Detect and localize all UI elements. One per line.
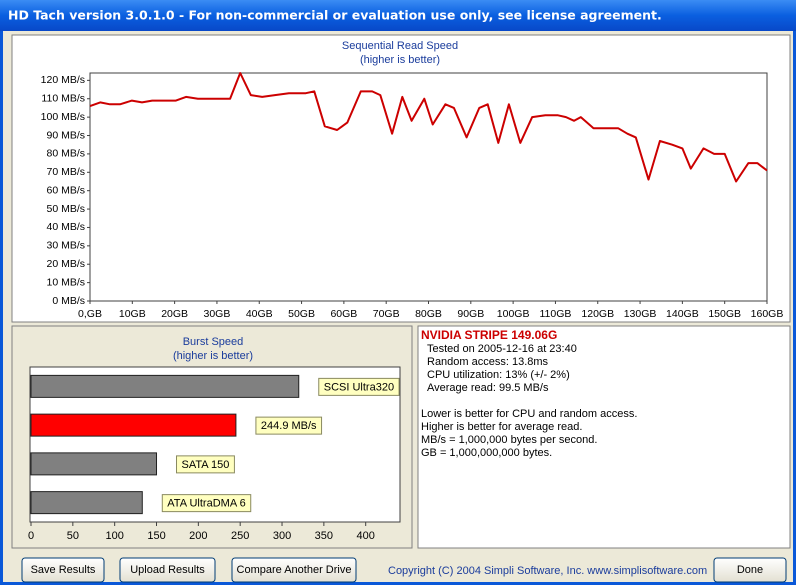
x-tick-label: 120GB: [581, 308, 614, 320]
x-tick-label: 90GB: [457, 308, 484, 320]
x-tick-label: 150GB: [708, 308, 741, 320]
stat-line: CPU utilization: 13% (+/- 2%): [427, 369, 570, 381]
copyright: Copyright (C) 2004 Simpli Software, Inc.…: [388, 565, 707, 577]
chart-title: Sequential Read Speed: [342, 40, 458, 52]
y-tick-label: 100 MB/s: [41, 111, 85, 123]
note-line: MB/s = 1,000,000 bytes per second.: [421, 434, 597, 446]
button-label[interactable]: Save Results: [31, 564, 96, 576]
y-tick-label: 110 MB/s: [41, 93, 85, 105]
y-tick-label: 120 MB/s: [41, 74, 85, 86]
y-tick-label: 20 MB/s: [46, 258, 85, 270]
label-box: [176, 455, 235, 474]
chart-subtitle: (higher is better): [173, 350, 253, 362]
button-face[interactable]: [713, 557, 787, 583]
label-box: [318, 377, 400, 396]
bar: [30, 374, 300, 398]
x-tick-label: 350: [315, 530, 333, 542]
y-tick-label: 40 MB/s: [46, 221, 85, 233]
button-label[interactable]: Compare Another Drive: [237, 564, 352, 576]
drive-name: NVIDIA STRIPE 149.06G: [421, 328, 557, 342]
y-tick-label: 90 MB/s: [46, 129, 85, 141]
bar: [30, 491, 143, 515]
y-tick-label: 50 MB/s: [46, 203, 85, 215]
button[interactable]: Save Results: [21, 557, 105, 583]
plot-area: [89, 72, 768, 302]
title-bar: [0, 0, 796, 31]
read-speed-line: [89, 72, 768, 183]
chart-subtitle: (higher is better): [360, 54, 440, 66]
y-tick-label: 30 MB/s: [46, 240, 85, 252]
button-face[interactable]: [119, 557, 216, 583]
y-tick-label: 60 MB/s: [46, 184, 85, 196]
x-tick-label: 250: [231, 530, 249, 542]
bar-label-text: 244.9 MB/s: [261, 420, 317, 432]
x-tick-label: 0: [28, 530, 34, 542]
y-tick-label: 0 MB/s: [52, 295, 85, 307]
x-tick-label: 110GB: [539, 308, 571, 320]
bar-label-text: SATA 150: [182, 459, 230, 471]
bar-label: ATA UltraDMA 6: [161, 494, 252, 513]
x-tick-label: 100: [105, 530, 123, 542]
y-tick-label: 70 MB/s: [46, 166, 85, 178]
button-face[interactable]: [21, 557, 105, 583]
x-tick-label: 80GB: [415, 308, 442, 320]
x-tick-label: 30GB: [204, 308, 231, 320]
note-line: Higher is better for average read.: [421, 421, 582, 433]
bar-label: SCSI Ultra320: [318, 377, 400, 396]
button-label[interactable]: Upload Results: [130, 564, 205, 576]
x-tick-label: 40GB: [246, 308, 273, 320]
label-box: [161, 494, 252, 513]
x-tick-label: 400: [357, 530, 375, 542]
x-tick-label: 10GB: [119, 308, 146, 320]
bar: [30, 413, 237, 437]
chart-title: Burst Speed: [183, 336, 244, 348]
button[interactable]: Compare Another Drive: [231, 557, 357, 583]
stat-line: Average read: 99.5 MB/s: [427, 382, 549, 394]
bar-label: SATA 150: [176, 455, 235, 474]
x-tick-label: 50: [67, 530, 79, 542]
button-label[interactable]: Done: [737, 564, 763, 576]
info-panel: [417, 325, 791, 549]
x-tick-label: 0,GB: [78, 308, 102, 320]
bar-label-text: ATA UltraDMA 6: [167, 498, 245, 510]
button-face[interactable]: [231, 557, 357, 583]
window-title: HD Tach version 3.0.1.0 - For non-commer…: [8, 8, 662, 23]
x-tick-label: 300: [273, 530, 291, 542]
label-box: [255, 416, 323, 435]
x-tick-label: 100GB: [497, 308, 530, 320]
x-tick-label: 200: [189, 530, 207, 542]
button[interactable]: Upload Results: [119, 557, 216, 583]
bar: [30, 452, 158, 476]
x-tick-label: 60GB: [330, 308, 357, 320]
x-tick-label: 160GB: [751, 308, 784, 320]
y-tick-label: 10 MB/s: [46, 276, 85, 288]
x-tick-label: 150: [147, 530, 165, 542]
x-tick-label: 70GB: [373, 308, 400, 320]
bar-label-text: SCSI Ultra320: [324, 381, 394, 393]
stat-line: Tested on 2005-12-16 at 23:40: [427, 343, 577, 355]
x-tick-label: 50GB: [288, 308, 315, 320]
bar-label: 244.9 MB/s: [255, 416, 323, 435]
button[interactable]: Done: [713, 557, 787, 583]
stat-line: Random access: 13.8ms: [427, 356, 549, 368]
x-tick-label: 140GB: [666, 308, 699, 320]
y-tick-label: 80 MB/s: [46, 148, 85, 160]
x-tick-label: 20GB: [161, 308, 188, 320]
x-tick-label: 130GB: [624, 308, 657, 320]
note-line: GB = 1,000,000,000 bytes.: [421, 447, 552, 459]
note-line: Lower is better for CPU and random acces…: [421, 408, 637, 420]
